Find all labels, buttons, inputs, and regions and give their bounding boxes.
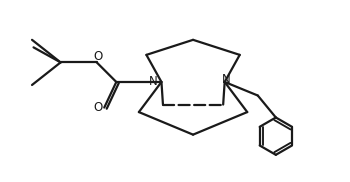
Text: O: O bbox=[93, 50, 103, 64]
Text: N: N bbox=[222, 73, 231, 86]
Text: N: N bbox=[149, 76, 158, 88]
Text: O: O bbox=[93, 101, 102, 114]
